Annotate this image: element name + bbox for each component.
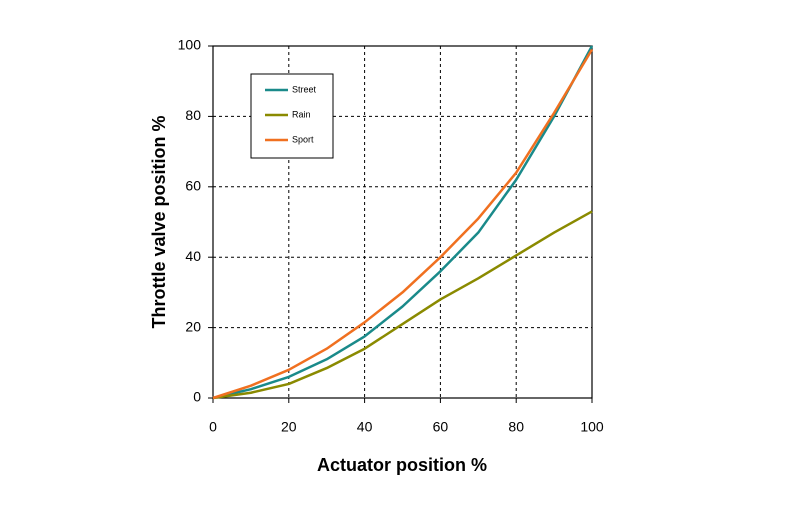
y-tick-label: 40	[185, 248, 201, 264]
line-series	[212, 48, 594, 400]
y-tick-label: 0	[193, 389, 201, 405]
y-tick-label: 20	[185, 318, 201, 334]
legend-label: Rain	[292, 109, 311, 119]
legend-label: Sport	[292, 134, 314, 144]
y-tick-label: 100	[178, 37, 202, 53]
y-tick-label: 60	[185, 178, 201, 194]
legend-box	[250, 73, 334, 159]
line-series	[212, 45, 594, 400]
y-axis-label: Throttle valve position %	[149, 115, 169, 328]
x-tick-label: 60	[433, 419, 449, 435]
y-tick-label: 80	[185, 107, 201, 123]
x-tick-label: 80	[508, 419, 524, 435]
line-series	[212, 210, 593, 400]
legend-label: Street	[292, 84, 317, 94]
plot-frame	[212, 45, 593, 399]
x-axis-label: Actuator position %	[317, 455, 487, 475]
x-tick-label: 40	[357, 419, 373, 435]
x-tick-label: 20	[281, 419, 297, 435]
x-tick-label: 100	[580, 419, 604, 435]
x-tick-label: 0	[209, 419, 217, 435]
